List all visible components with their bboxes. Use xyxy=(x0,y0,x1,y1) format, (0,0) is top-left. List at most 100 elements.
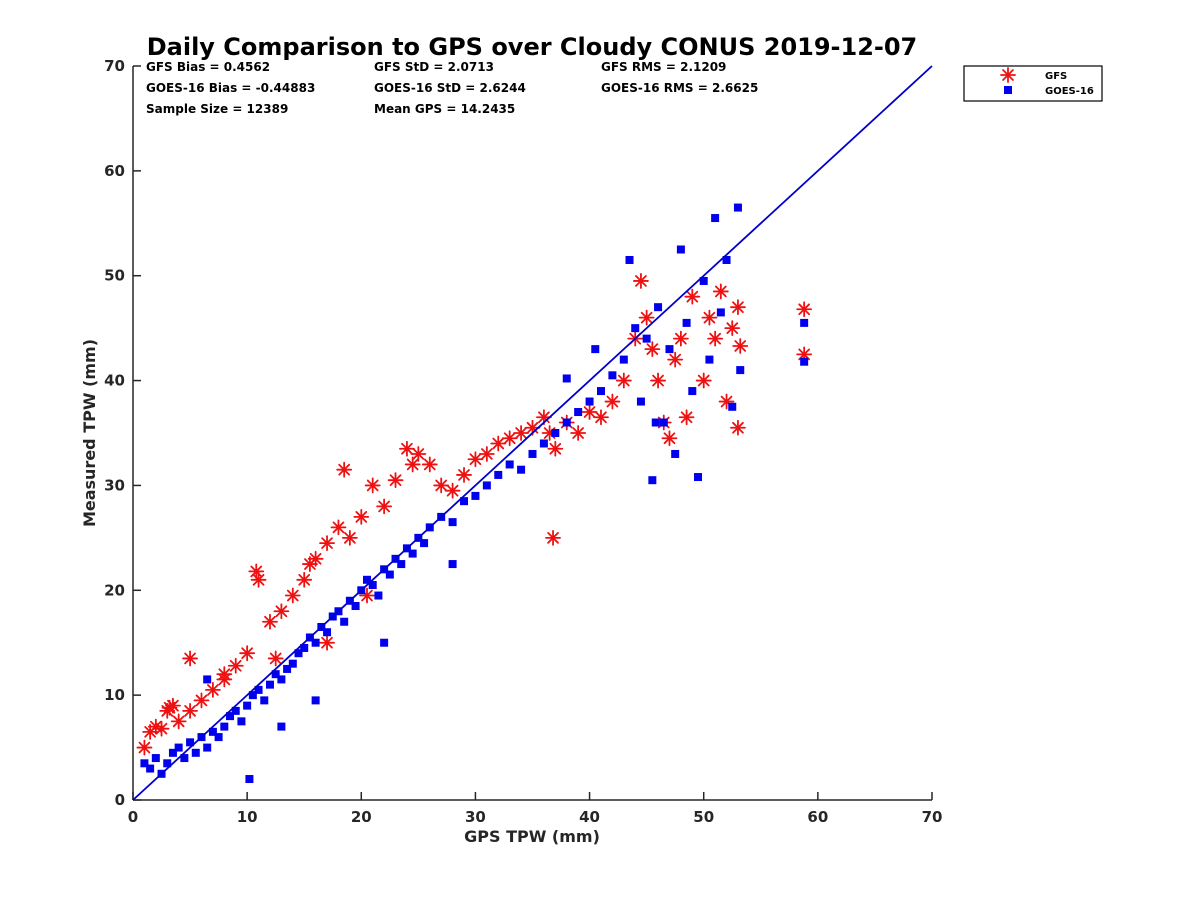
goes16-point xyxy=(311,638,320,647)
x-tick-label: 50 xyxy=(693,808,714,826)
legend: GFS GOES-16 xyxy=(963,65,1103,102)
gfs-point xyxy=(581,404,598,420)
stat-text: Mean GPS = 14.2435 xyxy=(374,102,515,116)
stat-text: GOES-16 RMS = 2.6625 xyxy=(601,81,758,95)
goes16-point xyxy=(163,759,172,768)
gfs-point xyxy=(330,519,347,536)
goes16-point xyxy=(585,397,594,406)
gfs-point xyxy=(204,682,221,698)
gfs-point xyxy=(667,351,684,368)
goes16-point xyxy=(362,575,371,584)
x-tick-label: 40 xyxy=(579,808,600,826)
goes16-point xyxy=(203,675,212,684)
gfs-point xyxy=(604,393,621,410)
chart-title: Daily Comparison to GPS over Cloudy CONU… xyxy=(147,33,918,61)
goes16-point xyxy=(460,497,469,506)
goes16-point xyxy=(562,374,571,383)
goes16-point xyxy=(140,759,149,768)
goes16-point xyxy=(231,706,240,715)
x-tick-label: 70 xyxy=(922,808,943,826)
goes16-point xyxy=(214,733,223,742)
goes16-point xyxy=(448,560,457,569)
goes16-point xyxy=(226,712,235,721)
goes16-point xyxy=(659,418,668,427)
gfs-point xyxy=(364,477,381,494)
gfs-point xyxy=(216,671,233,688)
y-tick-label: 40 xyxy=(104,372,125,390)
stats-block: GFS Bias = 0.4562 GFS StD = 2.0713 GFS RMS… xyxy=(146,60,758,116)
goes16-point xyxy=(625,255,634,264)
gfs-point xyxy=(638,309,655,326)
gfs-point xyxy=(490,435,507,452)
one-to-one-line xyxy=(132,65,933,801)
gfs-point xyxy=(262,613,278,630)
goes16-point xyxy=(728,402,737,411)
gfs-point xyxy=(250,571,267,588)
gfs-point xyxy=(433,477,450,494)
goes16-point xyxy=(151,754,160,763)
gfs-point xyxy=(707,330,724,347)
gfs-point xyxy=(444,482,461,499)
gfs-point xyxy=(307,550,324,567)
gfs-point xyxy=(319,634,335,651)
gfs-point xyxy=(732,338,749,354)
x-tick-label: 0 xyxy=(128,808,138,826)
goes16-point xyxy=(688,387,697,396)
goes16-point xyxy=(294,649,303,658)
goes16-point xyxy=(191,748,200,757)
gfs-point xyxy=(615,372,632,389)
gfs-point xyxy=(701,309,718,326)
gfs-point xyxy=(456,467,472,483)
gfs-point xyxy=(712,283,729,300)
gfs-point xyxy=(718,393,735,410)
goes16-point xyxy=(705,355,714,364)
gfs-point xyxy=(410,446,427,462)
gfs-point xyxy=(267,650,284,667)
y-tick-label: 20 xyxy=(104,581,125,599)
stat-text: Sample Size = 12389 xyxy=(146,102,288,116)
gfs-point xyxy=(593,409,609,426)
stat-text: GOES-16 StD = 2.6244 xyxy=(374,81,526,95)
goes16-point xyxy=(539,439,548,448)
x-tick-label: 60 xyxy=(807,808,828,826)
gfs-point xyxy=(248,563,265,580)
gfs-point xyxy=(730,419,746,436)
goes16-point xyxy=(591,345,600,354)
gfs-point xyxy=(353,508,370,525)
gfs-point xyxy=(633,273,649,289)
goes16-point xyxy=(722,255,731,264)
goes16-point xyxy=(631,324,640,333)
goes16-point xyxy=(203,743,212,752)
goes16-point xyxy=(340,617,349,626)
goes16-point xyxy=(300,643,309,652)
goes16-point xyxy=(562,418,571,427)
goes16-point xyxy=(420,539,429,548)
gfs-point xyxy=(724,320,741,337)
goes16-point xyxy=(380,638,389,647)
legend-goes16-marker xyxy=(1004,86,1012,94)
goes16-point xyxy=(699,276,708,285)
legend-gfs-marker xyxy=(1000,67,1016,83)
gfs-point xyxy=(570,425,587,441)
goes16-point xyxy=(208,727,217,736)
goes16-point xyxy=(277,675,286,684)
goes16-point xyxy=(288,659,297,668)
x-tick-label: 10 xyxy=(237,808,258,826)
y-tick-label: 70 xyxy=(104,57,125,75)
legend-gfs-label: GFS xyxy=(1045,71,1067,82)
goes16-point xyxy=(311,696,320,705)
goes16-point xyxy=(711,214,720,223)
goes16-point xyxy=(654,303,663,312)
gfs-point xyxy=(359,587,375,604)
gfs-point xyxy=(170,713,187,730)
goes16-point xyxy=(716,308,725,317)
goes16-point xyxy=(648,476,657,485)
goes16-point xyxy=(237,717,246,726)
gfs-point xyxy=(695,372,712,389)
goes16-point xyxy=(694,473,703,482)
goes16-point xyxy=(665,345,674,354)
goes16-point xyxy=(1004,86,1012,94)
gfs-point xyxy=(336,461,353,478)
goes16-point xyxy=(146,764,155,773)
gfs-point xyxy=(153,720,170,737)
